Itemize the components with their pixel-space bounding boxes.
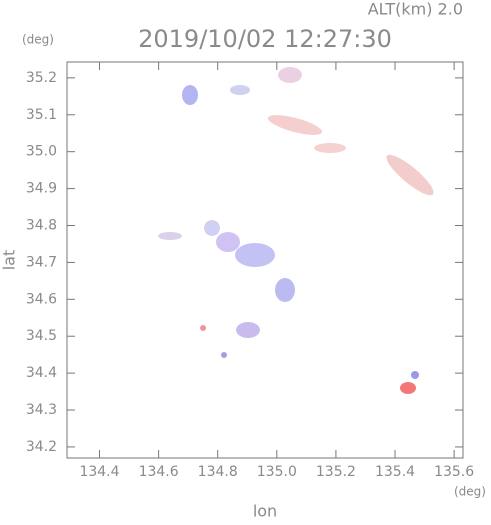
x-tick-label: 135.6 [434, 464, 474, 480]
x-tick-label: 135.4 [375, 464, 415, 480]
x-tick-label: 134.4 [79, 464, 119, 480]
y-tick-label: 35.0 [26, 144, 57, 160]
x-tick-label: 135.2 [316, 464, 356, 480]
x-tick-label: 134.6 [139, 464, 179, 480]
y-tick-label: 34.8 [26, 217, 57, 233]
x-tick-label: 135.0 [257, 464, 297, 480]
y-tick-label: 35.2 [26, 70, 57, 86]
altitude: ALT(km) 2.0 [368, 0, 463, 19]
y-label: lat [0, 250, 19, 271]
y-tick-label: 34.5 [26, 328, 57, 344]
y-unit: (deg) [22, 33, 54, 47]
y-tick-label: 34.3 [26, 402, 57, 418]
y-tick-label: 34.4 [26, 365, 57, 381]
y-tick-label: 34.7 [26, 254, 57, 270]
plot-frame [66, 61, 464, 459]
x-label: lon [253, 502, 277, 521]
x-unit: (deg) [454, 485, 486, 499]
y-tick-label: 34.9 [26, 181, 57, 197]
echoes [158, 67, 434, 394]
y-tick-label: 35.1 [26, 107, 57, 123]
x-tick-label: 134.8 [198, 464, 238, 480]
chart-title: 2019/10/02 12:27:30 [138, 25, 392, 53]
axes: 134.4 134.6 134.8 135.0 135.2 135.4 135.6 34.2 3… [26, 62, 474, 480]
y-tick-label: 34.6 [26, 291, 57, 307]
y-tick-label: 34.2 [26, 439, 57, 455]
